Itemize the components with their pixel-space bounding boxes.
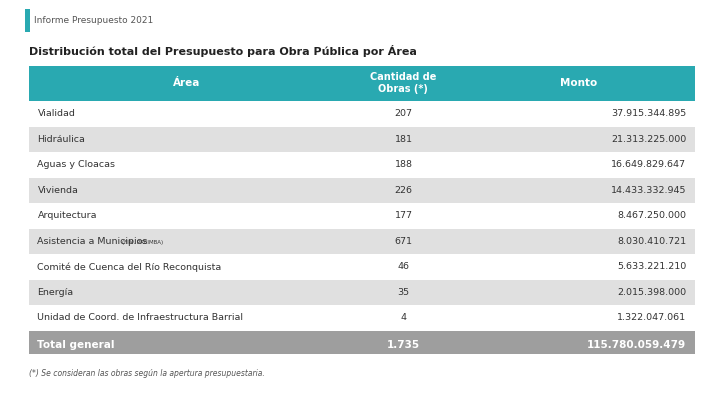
Text: 14.433.332.945: 14.433.332.945 (611, 186, 686, 195)
Text: Comité de Cuenca del Río Reconquista: Comité de Cuenca del Río Reconquista (37, 262, 222, 272)
Text: BUENOS AIRES: BUENOS AIRES (596, 381, 695, 394)
Text: 671: 671 (395, 237, 413, 246)
Text: (FIM. PREIMBA): (FIM. PREIMBA) (122, 240, 163, 245)
Text: 21.313.225.000: 21.313.225.000 (611, 135, 686, 144)
Text: Informe Presupuesto 2021: Informe Presupuesto 2021 (34, 16, 153, 25)
Text: 4: 4 (400, 313, 406, 322)
Text: GOBIERNO DE LA PROVINCIA DE: GOBIERNO DE LA PROVINCIA DE (599, 371, 695, 376)
Bar (29, 152, 695, 177)
Text: 1.735: 1.735 (387, 340, 420, 350)
Text: 181: 181 (395, 135, 413, 144)
Text: Aguas y Cloacas: Aguas y Cloacas (37, 160, 115, 169)
Text: 8.467.250.000: 8.467.250.000 (617, 211, 686, 220)
Bar (29, 305, 695, 330)
Text: 1.322.047.061: 1.322.047.061 (617, 313, 686, 322)
Text: 8.030.410.721: 8.030.410.721 (617, 237, 686, 246)
Text: Cantidad de
Obras (*): Cantidad de Obras (*) (370, 72, 436, 94)
Text: Distribución total del Presupuesto para Obra Pública por Área: Distribución total del Presupuesto para … (29, 45, 417, 58)
Text: Energía: Energía (37, 288, 73, 297)
Bar (29, 254, 695, 279)
Text: 37.915.344.895: 37.915.344.895 (611, 109, 686, 118)
Bar (29, 228, 695, 254)
Text: (*) Se consideran las obras según la apertura presupuestaria.: (*) Se consideran las obras según la ape… (29, 369, 264, 378)
Bar (29, 177, 695, 203)
Bar (29, 279, 695, 305)
Bar (29, 101, 695, 126)
Text: Vialidad: Vialidad (37, 109, 76, 118)
Bar (29, 66, 695, 101)
Text: 5.633.221.210: 5.633.221.210 (617, 262, 686, 271)
Text: 115.780.059.479: 115.780.059.479 (587, 340, 686, 350)
Text: Unidad de Coord. de Infraestructura Barrial: Unidad de Coord. de Infraestructura Barr… (37, 313, 243, 322)
Text: Arquitectura: Arquitectura (37, 211, 97, 220)
Text: Vivienda: Vivienda (37, 186, 78, 195)
Text: 16.649.829.647: 16.649.829.647 (611, 160, 686, 169)
Text: 188: 188 (395, 160, 413, 169)
Text: Asistencia a Municipios: Asistencia a Municipios (37, 237, 148, 246)
Text: Área: Área (174, 78, 201, 88)
Bar (29, 330, 695, 359)
Text: Monto: Monto (559, 78, 597, 88)
Text: 35: 35 (397, 288, 410, 297)
Text: 226: 226 (395, 186, 413, 195)
Bar (29, 203, 695, 228)
Text: Hidráulica: Hidráulica (37, 135, 85, 144)
Text: 46: 46 (397, 262, 410, 271)
Text: Total general: Total general (37, 340, 115, 350)
Text: 2.015.398.000: 2.015.398.000 (617, 288, 686, 297)
Text: 207: 207 (395, 109, 413, 118)
Bar (25, 9, 30, 32)
Bar (29, 126, 695, 152)
Text: 177: 177 (395, 211, 413, 220)
